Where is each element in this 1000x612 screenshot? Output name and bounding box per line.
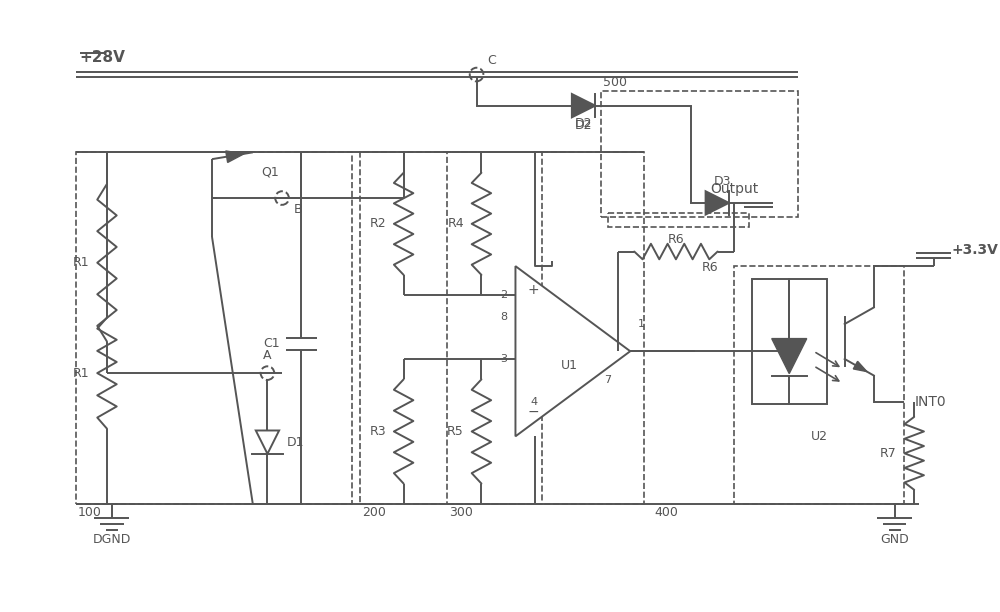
- Text: R1: R1: [73, 256, 89, 269]
- Text: D2: D2: [575, 119, 592, 132]
- Polygon shape: [515, 266, 630, 436]
- Polygon shape: [853, 361, 867, 371]
- Text: D1: D1: [287, 436, 304, 449]
- Polygon shape: [572, 94, 595, 118]
- Polygon shape: [706, 191, 729, 215]
- Bar: [447, 152, 644, 504]
- Text: C: C: [488, 54, 496, 67]
- Text: R1: R1: [73, 367, 89, 379]
- Polygon shape: [772, 338, 807, 373]
- Text: R4: R4: [447, 217, 464, 230]
- Polygon shape: [226, 151, 244, 162]
- Text: R5: R5: [447, 425, 464, 438]
- Text: 7: 7: [604, 375, 611, 386]
- Text: +3.3V: +3.3V: [951, 242, 998, 256]
- Bar: [601, 91, 798, 217]
- Text: R6: R6: [702, 261, 718, 274]
- Text: −: −: [527, 405, 539, 419]
- Text: 300: 300: [449, 506, 473, 520]
- Text: 500: 500: [603, 76, 627, 89]
- Text: R7: R7: [880, 447, 897, 460]
- Text: D3: D3: [713, 175, 731, 188]
- Text: D2: D2: [575, 117, 592, 130]
- Text: R6: R6: [668, 233, 684, 247]
- Text: 400: 400: [655, 506, 678, 520]
- Text: GND: GND: [880, 533, 909, 546]
- Text: DGND: DGND: [93, 533, 131, 546]
- Bar: [360, 152, 542, 504]
- Text: 200: 200: [362, 506, 386, 520]
- Text: 3: 3: [501, 354, 508, 364]
- Text: INT0: INT0: [914, 395, 946, 409]
- Bar: [76, 152, 352, 504]
- Text: U2: U2: [811, 430, 828, 443]
- Text: A: A: [263, 349, 272, 362]
- Text: 4: 4: [530, 397, 537, 407]
- Text: 8: 8: [501, 312, 508, 322]
- Bar: [734, 266, 904, 504]
- Text: U1: U1: [560, 359, 577, 372]
- Text: Output: Output: [710, 182, 758, 196]
- Text: R2: R2: [369, 217, 386, 230]
- Bar: [608, 212, 749, 227]
- Text: B: B: [293, 203, 302, 216]
- Text: Q1: Q1: [261, 165, 279, 178]
- Polygon shape: [256, 430, 279, 454]
- Text: 2: 2: [501, 290, 508, 300]
- Text: 1: 1: [638, 319, 645, 329]
- Bar: [752, 279, 827, 405]
- Text: R3: R3: [369, 425, 386, 438]
- Text: 100: 100: [78, 506, 102, 520]
- Text: +28V: +28V: [80, 50, 126, 64]
- Text: C1: C1: [263, 337, 280, 351]
- Text: +: +: [527, 283, 539, 297]
